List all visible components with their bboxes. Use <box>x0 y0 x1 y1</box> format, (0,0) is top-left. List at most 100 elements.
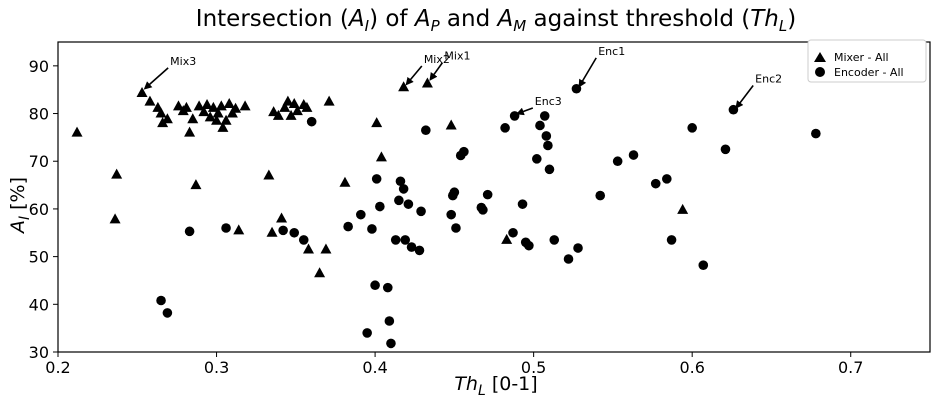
mixer-point <box>272 109 284 120</box>
x-axis-label: ThL [0-1] <box>454 373 537 399</box>
mixer-point <box>323 95 335 106</box>
encoder-point <box>544 164 555 175</box>
encoder-point <box>375 201 385 212</box>
encoder-point <box>406 242 417 252</box>
mixer-point <box>187 113 199 124</box>
encoder-point <box>509 111 520 121</box>
encoder-point <box>459 146 469 157</box>
legend-box <box>807 39 927 83</box>
encoder-point <box>384 316 395 326</box>
x-tick-label: 0.4 <box>362 358 387 377</box>
mixer-point <box>111 168 123 179</box>
mixer-point <box>288 98 300 108</box>
mixer-point <box>144 95 156 106</box>
encoder-point <box>662 174 672 184</box>
mixer-point <box>276 212 288 223</box>
encoder-point <box>500 123 510 133</box>
annotation-label: Mix2 <box>424 53 450 66</box>
encoder-point <box>612 156 623 167</box>
y-tick-label: 70 <box>29 152 49 171</box>
mixer-point <box>677 203 689 214</box>
encoder-point <box>306 116 317 127</box>
encoder-point <box>650 178 661 189</box>
annotation-arrow <box>515 107 534 116</box>
encoder-point <box>421 125 431 136</box>
mixer-point <box>190 179 202 190</box>
mixer-point <box>291 105 303 116</box>
encoder-point <box>398 184 409 194</box>
mixer-point <box>230 102 242 113</box>
legend-label-mixer: Mixer - All <box>834 51 889 64</box>
encoder-point <box>371 174 382 184</box>
encoder-point <box>221 223 231 233</box>
encoder-point <box>156 295 166 306</box>
mixer-point <box>217 121 229 132</box>
encoder-point <box>400 235 411 245</box>
annotation-label: Mix1 <box>444 50 470 63</box>
encoder-point <box>386 338 396 349</box>
encoder-point <box>449 187 460 198</box>
mixer-point <box>501 233 513 244</box>
encoder-point <box>628 150 639 160</box>
encoder-point <box>416 206 426 217</box>
mixer-point <box>212 107 224 118</box>
x-tick-label: 0.3 <box>204 358 229 377</box>
mixer-point <box>301 101 313 112</box>
data-points <box>71 77 821 349</box>
mixer-point <box>215 100 227 111</box>
encoder-point <box>517 199 528 209</box>
encoder-point <box>532 154 542 164</box>
mixer-point <box>136 87 148 98</box>
mixer-point <box>184 126 196 137</box>
mixer-point <box>71 126 83 137</box>
mixer-point <box>193 100 205 111</box>
mixer-point <box>320 243 332 254</box>
encoder-point <box>382 282 393 293</box>
encoder-point <box>482 189 493 200</box>
mixer-point <box>445 119 457 130</box>
annotation-arrow <box>405 65 423 86</box>
annotation-label: Mix3 <box>170 55 196 68</box>
mixer-point <box>314 267 326 278</box>
encoder-point <box>370 280 380 291</box>
mixer-point <box>233 224 245 235</box>
encoder-point <box>298 235 309 245</box>
x-tick-label: 0.6 <box>679 358 704 377</box>
mixer-point <box>398 81 410 92</box>
mixer-point <box>155 107 167 118</box>
encoder-point <box>343 221 353 232</box>
encoder-point <box>563 254 574 264</box>
plot-area <box>57 41 931 353</box>
x-axis: 0.2 0.3 0.4 0.5 0.6 0.7 <box>45 352 863 377</box>
mixer-point <box>282 95 294 106</box>
mixer-point <box>223 98 235 108</box>
mixer-point <box>198 106 210 117</box>
encoder-point <box>403 199 414 209</box>
encoder-point <box>162 308 173 318</box>
mixer-point <box>339 176 351 187</box>
encoder-point <box>356 209 366 220</box>
mixer-point <box>279 101 291 112</box>
encoder-point <box>278 225 288 236</box>
annotation-label: Enc1 <box>598 45 625 58</box>
y-tick-label: 80 <box>29 105 49 124</box>
encoder-point <box>698 260 709 271</box>
y-tick-label: 90 <box>29 57 49 76</box>
encoder-point <box>543 140 553 151</box>
y-tick-label: 30 <box>29 343 49 362</box>
mixer-point <box>263 169 275 180</box>
x-tick-label: 0.5 <box>521 358 546 377</box>
encoder-point <box>367 224 377 234</box>
encoder-point <box>508 227 518 238</box>
encoder-point <box>666 235 677 245</box>
encoder-point <box>394 195 404 206</box>
y-tick-label: 50 <box>29 248 49 267</box>
mixer-point <box>172 100 184 111</box>
encoder-point <box>524 240 534 251</box>
encoder-point <box>395 176 406 187</box>
annotation-arrow <box>143 67 169 90</box>
annotation-arrow <box>578 57 597 88</box>
annotation-arrow <box>735 85 754 109</box>
